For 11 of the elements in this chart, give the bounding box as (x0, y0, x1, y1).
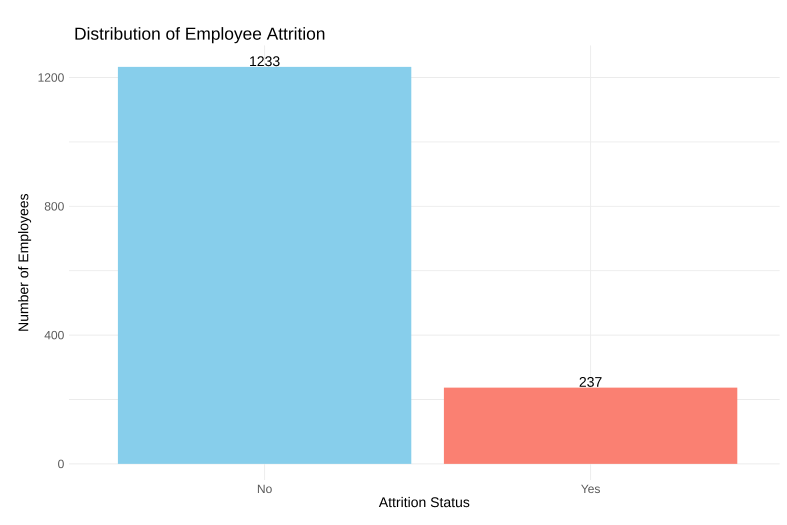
y-tick-label: 0 (58, 460, 64, 468)
y-tick-label: 800 (44, 202, 64, 211)
y-tick-label: 400 (44, 330, 64, 340)
chart-title: Distribution of Employee Attrition (75, 27, 324, 44)
x-tick-label: No (258, 484, 272, 494)
data-label: 1233 (250, 56, 280, 66)
x-axis-title: Attrition Status (378, 496, 470, 508)
x-tick-label: Yes (581, 484, 600, 494)
y-axis-title: Number of Employees (18, 194, 32, 331)
data-label: 237 (580, 376, 602, 387)
y-tick-label: 1200 (38, 73, 64, 82)
